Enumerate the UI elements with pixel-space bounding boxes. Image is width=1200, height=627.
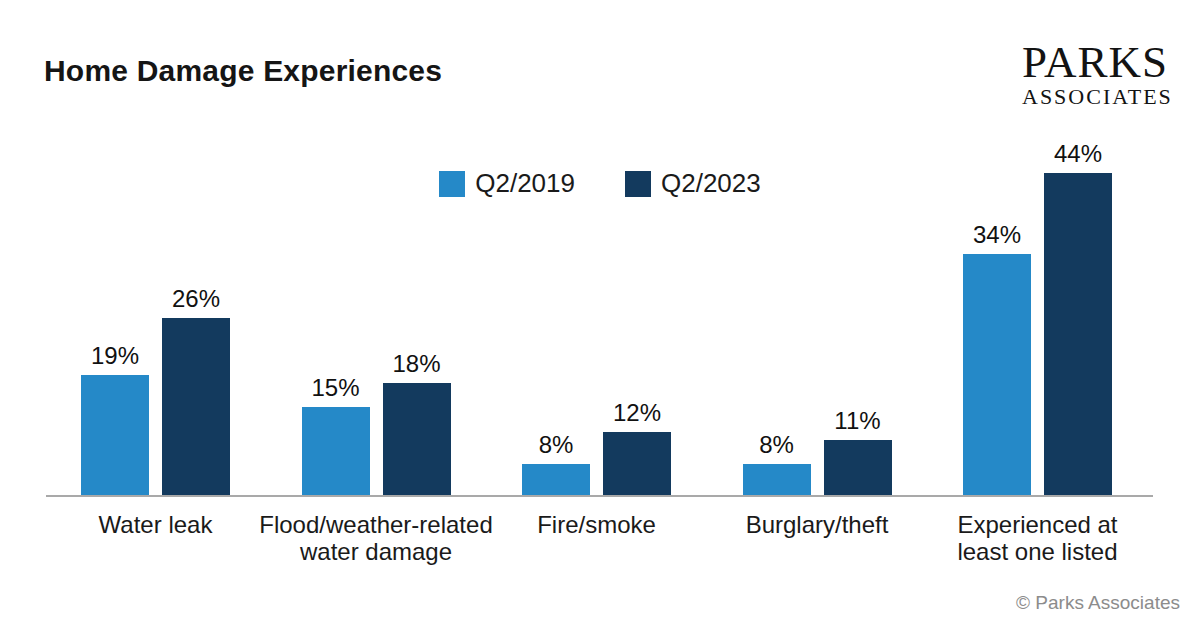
bar-value-label: 19% — [91, 344, 139, 368]
logo-wordmark-associates: ASSOCIATES — [1022, 86, 1173, 108]
bar-q2-2019-burglary-theft: 8% — [743, 464, 811, 496]
bar-q2-2019-experienced-at: 34% — [963, 254, 1031, 496]
bar-group-burglary-theft: 8% 11% — [743, 440, 892, 496]
bar-q2-2019-fire-smoke: 8% — [522, 464, 590, 496]
bar-q2-2023-water-leak: 26% — [162, 318, 230, 496]
chart-canvas: Home Damage Experiences PARKS ASSOCIATES… — [0, 0, 1200, 627]
x-axis-line — [46, 495, 1153, 497]
bar-group-flood-weather-related: 15%18% — [302, 383, 451, 496]
bar-group-water-leak: 19%26% — [81, 318, 230, 496]
bar-group-experienced-at: 34%44% — [963, 173, 1112, 496]
bar-value-label: 11% — [834, 409, 880, 433]
bar-q2-2023-fire-smoke: 12% — [603, 432, 671, 496]
bar-value-label: 18% — [392, 352, 440, 376]
bar-value-label: 12% — [613, 401, 661, 425]
bar-q2-2023-burglary-theft: 11% — [824, 440, 892, 496]
chart-title: Home Damage Experiences — [44, 54, 442, 88]
bar-value-label: 15% — [311, 376, 359, 400]
bar-value-label: 34% — [973, 223, 1021, 247]
bar-q2-2019-flood-weather-related: 15% — [302, 407, 370, 496]
copyright-text: © Parks Associates — [1016, 592, 1180, 614]
x-axis-label-experienced-at: Experienced at least one listed — [888, 511, 1188, 565]
parks-associates-logo: PARKS ASSOCIATES — [1022, 40, 1173, 108]
bar-q2-2023-experienced-at: 44% — [1044, 173, 1112, 496]
bar-q2-2023-flood-weather-related: 18% — [383, 383, 451, 496]
bar-value-label: 26% — [172, 287, 220, 311]
logo-wordmark-parks: PARKS — [1022, 40, 1173, 85]
bar-group-fire-smoke: 8% 12% — [522, 432, 671, 496]
bar-value-label: 44% — [1054, 142, 1102, 166]
plot-area: 19%26%15%18%8%12%8%11%34%44% — [81, 173, 1112, 496]
bar-value-label: 8% — [539, 433, 574, 457]
bar-value-label: 8% — [759, 433, 794, 457]
bar-q2-2019-water-leak: 19% — [81, 375, 149, 496]
